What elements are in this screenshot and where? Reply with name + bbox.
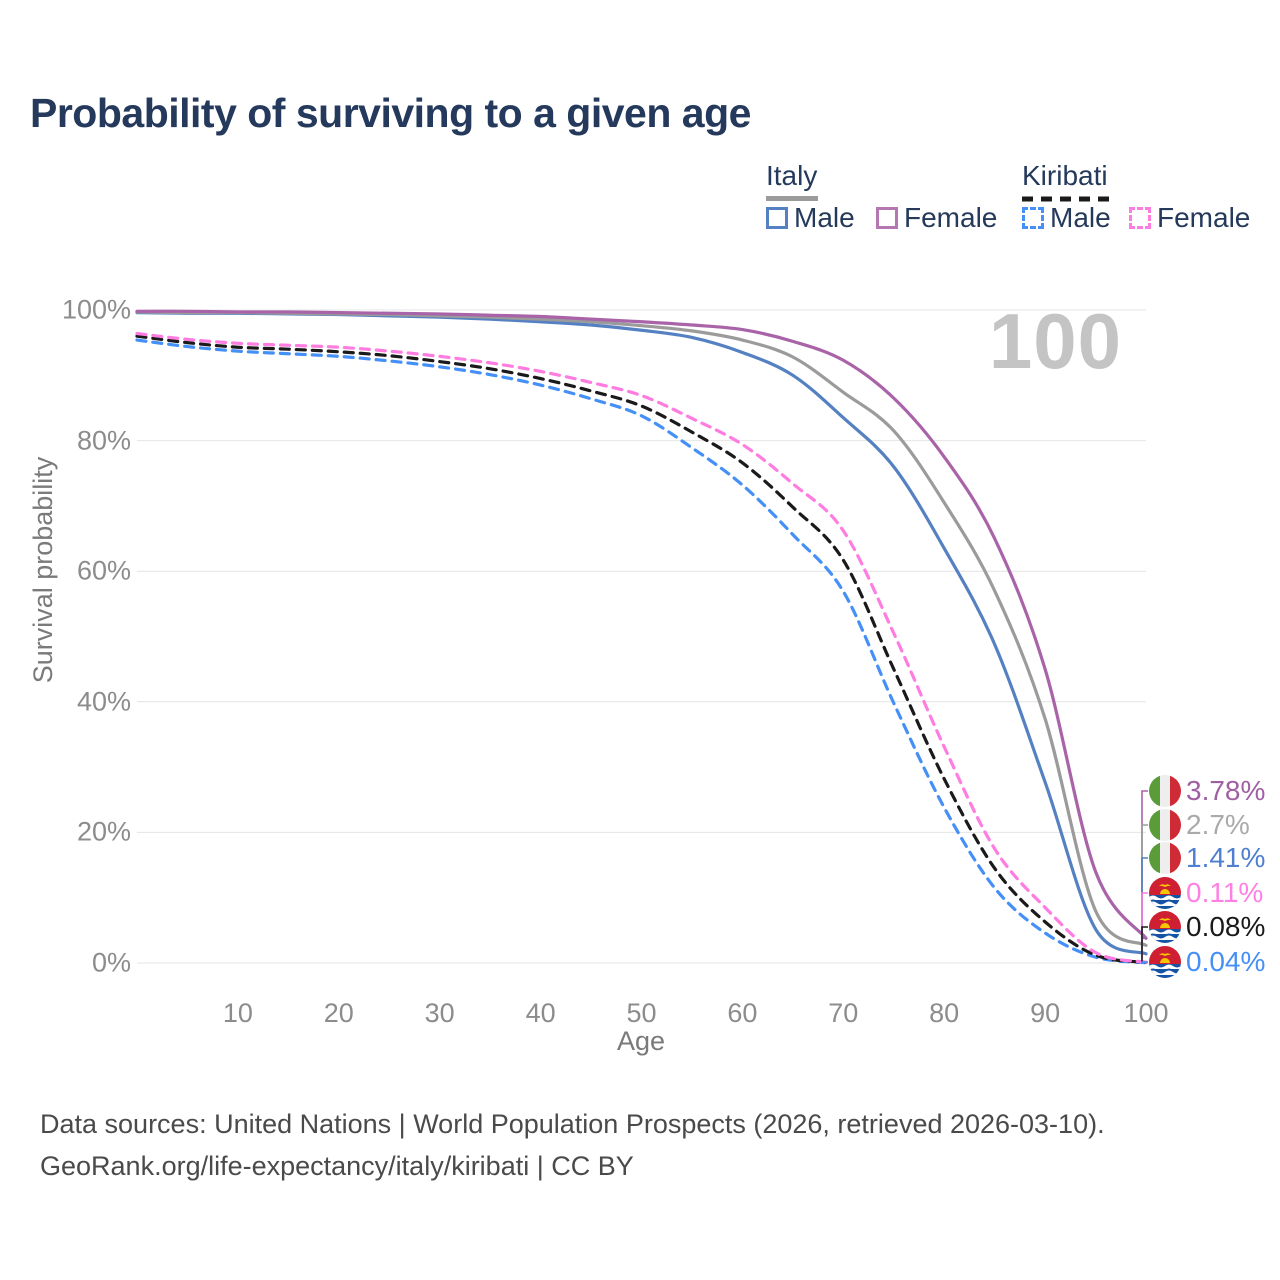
legend-kiribati-header: Kiribati <box>1022 160 1108 191</box>
x-tick-40: 40 <box>525 998 556 1028</box>
legend-label: Male <box>1050 202 1111 233</box>
kiribati-flag-icon <box>1149 911 1181 943</box>
end-value: 3.78% <box>1186 775 1266 806</box>
kiribati-female-swatch-icon <box>1129 207 1151 229</box>
end-label-kiribati-both: 0.08% <box>1149 911 1265 943</box>
end-value: 0.08% <box>1186 911 1266 942</box>
end-label-kiribati-male: 0.04% <box>1149 946 1265 978</box>
footer-line-1: Data sources: United Nations | World Pop… <box>40 1109 1105 1139</box>
italy-male-swatch-icon <box>766 207 788 229</box>
end-label-italy-both: 2.7% <box>1149 809 1250 841</box>
kiribati-male-swatch-icon <box>1022 207 1044 229</box>
x-tick-20: 20 <box>323 998 354 1028</box>
x-tick-70: 70 <box>828 998 859 1028</box>
legend-label: Male <box>794 202 855 233</box>
legend-item-kiribati-female[interactable]: Female <box>1129 202 1251 233</box>
legend-item-italy-male[interactable]: Male <box>766 202 855 233</box>
x-axis-title: Age <box>616 1026 666 1056</box>
end-value: 0.11% <box>1186 877 1264 908</box>
legend-italy-underline <box>766 196 818 201</box>
end-connector-kiribati-male <box>1141 961 1148 964</box>
end-connector-italy-female <box>1141 790 1148 940</box>
y-tick-40: 40% <box>76 686 131 717</box>
kiribati-flag-icon <box>1149 946 1181 978</box>
x-tick-10: 10 <box>222 998 253 1028</box>
page-title: Probability of surviving to a given age <box>30 90 751 136</box>
legend-label: Female <box>1157 202 1251 233</box>
legend-label: Female <box>904 202 998 233</box>
end-value: 2.7% <box>1186 809 1250 840</box>
footer-attribution: Data sources: United Nations | World Pop… <box>40 1104 1105 1188</box>
end-value: 0.04% <box>1186 946 1266 977</box>
legend-italy-header: Italy <box>766 160 818 191</box>
x-tick-90: 90 <box>1030 998 1061 1028</box>
end-label-italy-female: 3.78% <box>1149 775 1265 807</box>
age-annotation: 100 <box>988 297 1122 385</box>
series-line-kiribati-both <box>135 334 1148 965</box>
end-value: 1.41% <box>1186 842 1266 873</box>
legend-item-kiribati-male[interactable]: Male <box>1022 202 1111 233</box>
x-tick-50: 50 <box>626 998 657 1028</box>
x-tick-100: 100 <box>1123 998 1169 1028</box>
series-line-kiribati-male <box>135 338 1148 965</box>
y-tick-80: 80% <box>76 425 131 456</box>
x-tick-30: 30 <box>424 998 455 1028</box>
end-label-kiribati-female: 0.11% <box>1149 877 1263 909</box>
series-line-kiribati-female <box>135 331 1148 964</box>
y-tick-0: 0% <box>91 947 131 978</box>
italy-flag-icon <box>1149 842 1181 874</box>
italy-female-swatch-icon <box>876 207 898 229</box>
kiribati-flag-icon <box>1149 877 1181 909</box>
end-label-italy-male: 1.41% <box>1149 842 1265 874</box>
footer-line-2: GeoRank.org/life-expectancy/italy/kiriba… <box>40 1150 634 1181</box>
legend-item-italy-female[interactable]: Female <box>876 202 998 233</box>
series-line-italy-male <box>135 311 1148 956</box>
x-tick-60: 60 <box>727 998 758 1028</box>
italy-flag-icon <box>1149 809 1181 841</box>
legend-kiribati-underline <box>1022 196 1112 202</box>
italy-flag-icon <box>1149 775 1181 807</box>
y-tick-100: 100% <box>61 294 131 325</box>
y-tick-20: 20% <box>76 816 131 847</box>
x-tick-80: 80 <box>929 998 960 1028</box>
y-tick-60: 60% <box>76 555 131 586</box>
series-line-italy-female <box>135 309 1148 940</box>
